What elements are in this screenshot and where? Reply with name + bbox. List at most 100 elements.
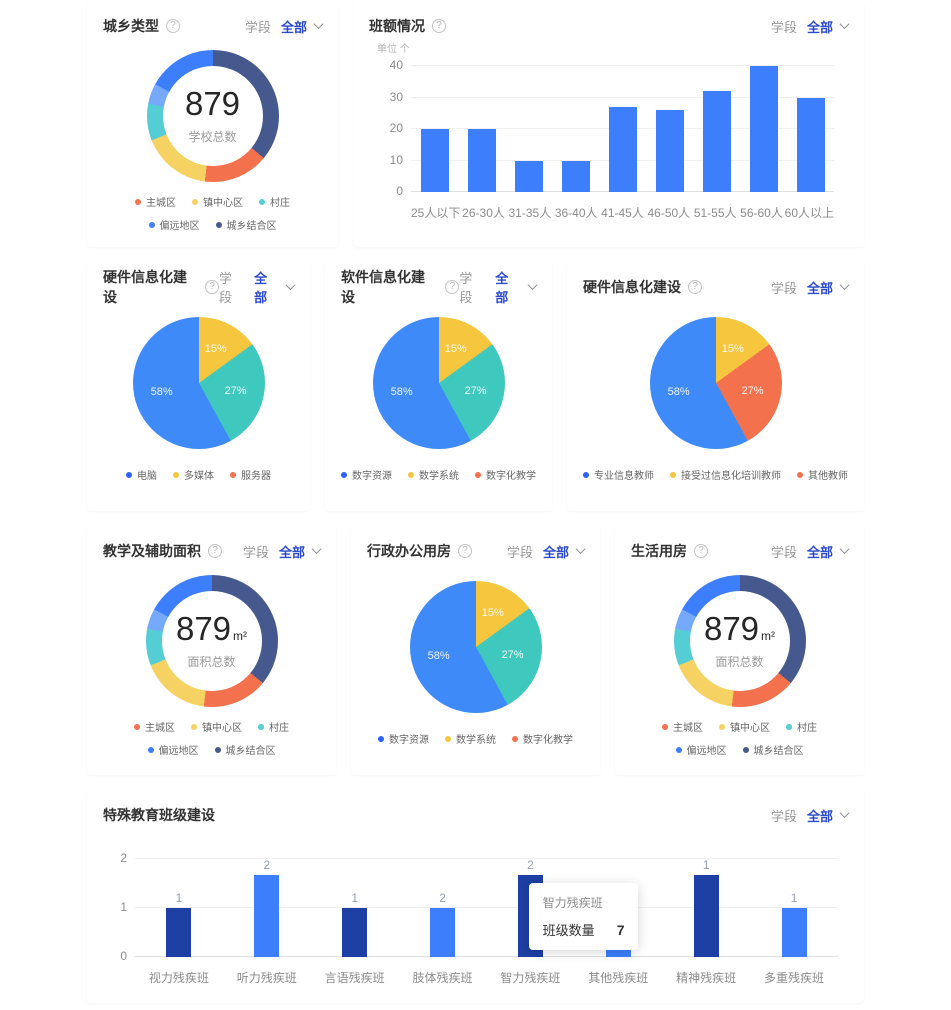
bar[interactable]: [561, 160, 590, 192]
help-icon[interactable]: ?: [694, 544, 708, 558]
stage-selected-value: 全部: [806, 808, 833, 824]
x-axis-tick: 其他残疾班: [588, 971, 649, 985]
stage-filter-dropdown[interactable]: 学段 全部: [243, 542, 322, 561]
card-header: 硬件信息化建设 ? 学段 全部: [103, 269, 296, 305]
bar[interactable]: [467, 129, 496, 192]
gridline: [135, 858, 838, 859]
legend-item[interactable]: 接受过信息化培训教师: [670, 467, 781, 482]
help-icon[interactable]: ?: [432, 19, 446, 33]
x-axis-labels: 视力残疾班 听力残疾班 言语残疾班 肢体残疾班 智力残疾班 其他残疾班 精神残疾班 多重残疾班: [135, 969, 838, 986]
legend-item[interactable]: 村庄: [786, 719, 817, 734]
legend-item[interactable]: 城乡结合区: [215, 217, 277, 232]
gridline: [135, 956, 838, 957]
legend-item[interactable]: 电脑: [126, 467, 157, 482]
legend-row: 偏远地区 城乡结合区: [103, 217, 322, 232]
legend-item[interactable]: 数字资源: [341, 467, 392, 482]
bar[interactable]: [430, 908, 456, 957]
legend-item[interactable]: 其他教师: [797, 467, 848, 482]
legend-item[interactable]: 城乡结合区: [742, 742, 804, 757]
pie-legend-wrap: 专业信息教师 接受过信息化培训教师 其他教师: [583, 467, 848, 482]
help-icon[interactable]: ?: [166, 19, 180, 33]
tooltip-metric-label: 班级数量: [542, 923, 595, 938]
legend-item[interactable]: 偏远地区: [147, 742, 199, 757]
bar[interactable]: [655, 110, 684, 192]
stage-filter-dropdown[interactable]: 学段 全部: [459, 268, 538, 306]
stage-filter-dropdown[interactable]: 学段 全部: [506, 542, 586, 561]
bar[interactable]: [796, 97, 825, 192]
legend-item[interactable]: 镇中心区: [192, 194, 243, 209]
bar[interactable]: [166, 908, 192, 957]
chart-legend: 电脑 多媒体 服务器: [103, 467, 294, 482]
living-space-donut-chart: 879 m² 面积总数主城区 镇中心区 村庄偏远地区 城乡结合区: [631, 575, 848, 757]
bar[interactable]: [693, 875, 719, 957]
legend-item[interactable]: 偏远地区: [675, 742, 727, 757]
legend-label: 偏远地区: [159, 221, 200, 232]
legend-item[interactable]: 专业信息教师: [583, 467, 654, 482]
bar[interactable]: [420, 129, 449, 192]
help-icon[interactable]: ?: [445, 280, 460, 294]
legend-item[interactable]: 服务器: [230, 467, 271, 482]
legend-item[interactable]: 数学系统: [408, 467, 459, 482]
legend-item[interactable]: 村庄: [258, 719, 289, 734]
help-icon[interactable]: ?: [208, 544, 222, 558]
bar-slot: 1: [135, 859, 223, 957]
stage-filter-dropdown[interactable]: 学段 全部: [771, 542, 850, 561]
legend-item[interactable]: 镇中心区: [191, 719, 242, 734]
legend-item[interactable]: 数字化教学: [512, 731, 573, 746]
bar[interactable]: [781, 908, 807, 957]
bar-slot: [599, 66, 646, 192]
pie-circle[interactable]: 15% 27% 58%: [409, 581, 542, 713]
pie-legend-wrap: 数字资源 数学系统 数字化教学: [367, 731, 584, 746]
bar-slot: [552, 66, 599, 192]
help-icon[interactable]: ?: [205, 280, 219, 294]
bar[interactable]: [514, 160, 543, 192]
legend-label: 镇中心区: [202, 723, 242, 734]
donut-center: 879 m² 面积总数: [161, 591, 262, 691]
legend-label: 接受过信息化培训教师: [681, 471, 781, 482]
pie-circle[interactable]: 15% 27% 58%: [132, 317, 265, 449]
legend-item[interactable]: 多媒体: [173, 467, 214, 482]
stage-filter-dropdown[interactable]: 学段 全部: [219, 268, 296, 306]
bar[interactable]: [342, 908, 368, 957]
y-axis-tick: 2: [120, 851, 127, 865]
stage-filter-dropdown[interactable]: 学段 全部: [771, 17, 850, 36]
legend-item[interactable]: 主城区: [135, 194, 176, 209]
bar[interactable]: [702, 91, 731, 192]
legend-row: 数字资源 数学系统 数字化教学: [341, 467, 536, 482]
legend-label: 数学系统: [419, 471, 459, 482]
pie-percent-label: 27%: [741, 385, 764, 398]
stage-filter-dropdown[interactable]: 学段 全部: [245, 17, 324, 36]
bar[interactable]: [608, 106, 637, 192]
donut-ring[interactable]: 879 m² 面积总数: [673, 575, 806, 707]
legend-label: 偏远地区: [686, 746, 727, 757]
legend-item[interactable]: 数学系统: [445, 731, 496, 746]
stage-filter-dropdown[interactable]: 学段 全部: [771, 806, 850, 825]
pie-circle[interactable]: 15% 27% 58%: [372, 317, 505, 449]
stage-selected-value: 全部: [806, 544, 833, 560]
legend-item[interactable]: 数字化教学: [475, 467, 536, 482]
total-caption: 面积总数: [187, 655, 236, 669]
help-icon[interactable]: ?: [458, 544, 472, 558]
legend-item[interactable]: 偏远地区: [148, 217, 200, 232]
stage-label: 学段: [506, 544, 533, 560]
legend-item[interactable]: 镇中心区: [719, 719, 770, 734]
gridline: [411, 96, 834, 98]
donut-ring[interactable]: 879 学校总数: [146, 50, 279, 182]
legend-label: 主城区: [673, 723, 703, 734]
bar[interactable]: [254, 875, 280, 957]
legend-row: 数字资源 数学系统 数字化教学: [367, 731, 584, 746]
x-axis-tick: 精神残疾班: [676, 971, 737, 985]
legend-label: 专业信息教师: [594, 471, 654, 482]
legend-item[interactable]: 主城区: [134, 719, 175, 734]
legend-item[interactable]: 村庄: [259, 194, 290, 209]
pie-circle[interactable]: 15% 27% 58%: [649, 317, 782, 449]
bar[interactable]: [749, 66, 778, 192]
total-number: 879: [175, 610, 232, 647]
stage-filter-dropdown[interactable]: 学段 全部: [771, 278, 850, 297]
legend-item[interactable]: 数字资源: [378, 731, 429, 746]
legend-item[interactable]: 城乡结合区: [214, 742, 276, 757]
legend-item[interactable]: 主城区: [662, 719, 703, 734]
legend-dot: [259, 198, 265, 205]
donut-ring[interactable]: 879 m² 面积总数: [145, 575, 278, 707]
help-icon[interactable]: ?: [688, 280, 702, 294]
